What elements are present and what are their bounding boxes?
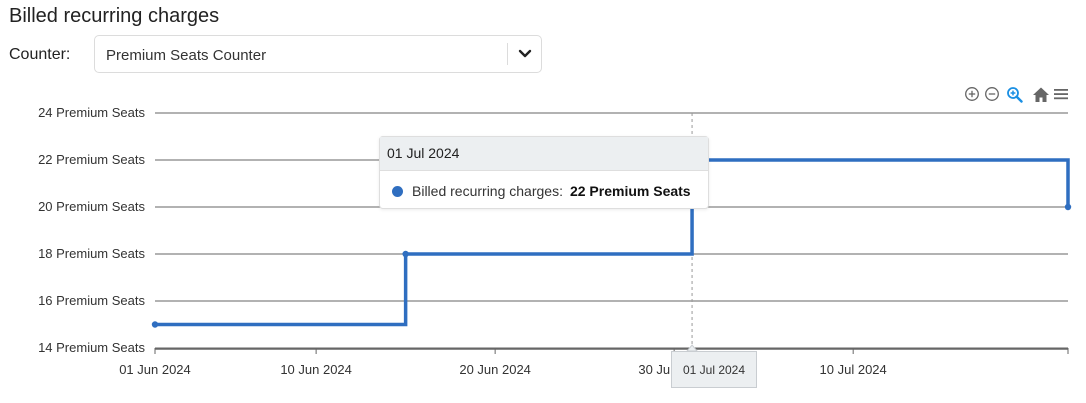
x-tick-label: 10 Jun 2024 (280, 362, 352, 377)
series-line (155, 158, 1070, 327)
data-point (151, 321, 159, 328)
counter-label: Counter: (9, 46, 71, 63)
data-point (1064, 203, 1072, 211)
tooltip-date: 01 Jul 2024 (380, 137, 708, 171)
tooltip-series-label: Billed recurring charges: (412, 183, 563, 199)
counter-select-value: Premium Seats Counter (106, 47, 267, 64)
tooltip-row: Billed recurring charges: 22 Premium Seat… (392, 183, 691, 199)
tooltip-series-marker (392, 186, 403, 197)
x-tick-label: 20 Jun 2024 (459, 362, 531, 377)
home-reset-icon[interactable] (1032, 86, 1050, 103)
y-tick-label: 14 Premium Seats (38, 340, 145, 355)
chart-toolbar (962, 86, 1072, 104)
y-tick-label: 16 Premium Seats (38, 293, 145, 308)
counter-select[interactable]: Premium Seats Counter (94, 35, 542, 73)
zoom-selection-icon[interactable] (1006, 86, 1024, 104)
crosshair-x-label: 01 Jul 2024 (671, 351, 757, 388)
x-tick-label: 01 Jun 2024 (119, 362, 191, 377)
chevron-down-icon[interactable] (517, 47, 533, 61)
select-divider (507, 43, 508, 65)
zoom-in-icon[interactable] (964, 86, 980, 102)
zoom-out-icon[interactable] (984, 86, 1000, 102)
data-point (402, 250, 409, 258)
y-tick-label: 22 Premium Seats (38, 152, 145, 167)
menu-icon[interactable] (1053, 86, 1069, 102)
y-tick-label: 18 Premium Seats (38, 246, 145, 261)
y-tick-label: 20 Premium Seats (38, 199, 145, 214)
page-title: Billed recurring charges (9, 5, 220, 27)
tooltip-value: 22 Premium Seats (569, 183, 691, 199)
chart-tooltip: 01 Jul 2024 Billed recurring charges: 22 … (379, 136, 709, 209)
x-tick-label: 10 Jul 2024 (820, 362, 887, 377)
y-tick-label: 24 Premium Seats (38, 105, 145, 120)
